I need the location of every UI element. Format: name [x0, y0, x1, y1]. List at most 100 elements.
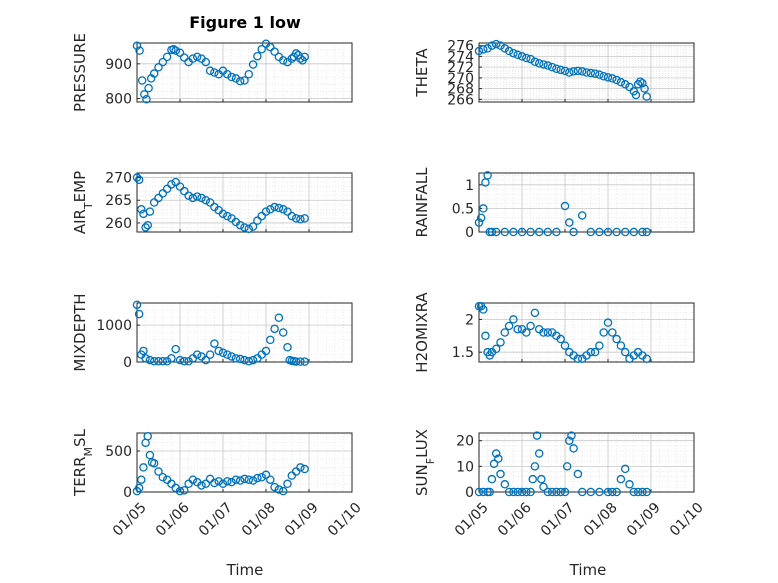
- data-point: [567, 431, 576, 440]
- data-point: [278, 56, 288, 65]
- y-tick-label: 274: [447, 49, 474, 65]
- axes-box: [478, 302, 695, 363]
- xlabel-right: Time: [569, 561, 607, 579]
- data-point: [595, 227, 604, 237]
- data-point: [565, 68, 574, 77]
- data-point: [214, 346, 223, 356]
- data-point: [218, 479, 228, 489]
- data-point: [253, 473, 262, 483]
- data-point: [296, 463, 305, 472]
- data-point: [483, 44, 492, 53]
- data-point: [603, 487, 613, 497]
- data-point: [132, 41, 142, 51]
- data-point: [590, 347, 600, 357]
- y-axis-label: MIXDEPTH: [71, 293, 89, 371]
- data-point: [142, 94, 151, 104]
- data-point: [522, 328, 531, 337]
- data-point: [586, 347, 596, 357]
- axes-box: [136, 172, 353, 233]
- data-point: [132, 173, 142, 182]
- data-point: [479, 487, 488, 497]
- data-point: [154, 467, 163, 476]
- data-point: [134, 309, 144, 319]
- data-point: [235, 220, 245, 230]
- data-point: [608, 74, 617, 83]
- y-tick-label: 260: [105, 216, 132, 232]
- data-point: [636, 77, 645, 86]
- data-point: [577, 487, 587, 497]
- data-point: [625, 82, 634, 92]
- data-point: [640, 84, 649, 93]
- y-tick-label: 1: [465, 178, 474, 194]
- data-point: [487, 41, 497, 50]
- data-point: [526, 227, 535, 237]
- data-point: [134, 483, 144, 493]
- data-point: [616, 341, 626, 350]
- data-point: [562, 462, 572, 471]
- data-point: [474, 46, 484, 56]
- data-point: [612, 334, 621, 344]
- data-point: [565, 218, 574, 227]
- data-point: [167, 354, 176, 363]
- data-point: [620, 80, 630, 89]
- data-point: [137, 205, 146, 214]
- data-point: [223, 69, 232, 79]
- data-point: [509, 487, 518, 497]
- data-point: [517, 227, 527, 237]
- data-point: [201, 57, 211, 67]
- data-point: [291, 214, 301, 223]
- data-point: [184, 191, 193, 200]
- data-point: [197, 481, 206, 490]
- data-point: [300, 464, 309, 474]
- data-point: [625, 480, 634, 489]
- data-point: [620, 464, 630, 474]
- data-point: [517, 487, 527, 497]
- data-point: [270, 202, 279, 212]
- data-point: [139, 463, 148, 472]
- data-point: [210, 339, 219, 348]
- data-point: [599, 72, 608, 81]
- data-point: [547, 487, 557, 497]
- data-point: [633, 487, 643, 497]
- data-point: [582, 68, 591, 77]
- data-point: [599, 328, 608, 337]
- data-point: [248, 476, 258, 485]
- data-point: [253, 51, 262, 61]
- y-tick-label: 270: [105, 171, 132, 187]
- data-point: [210, 68, 219, 77]
- data-point: [244, 224, 254, 234]
- data-point: [240, 76, 249, 85]
- data-point: [231, 475, 241, 484]
- axes-box: [136, 42, 353, 103]
- data-point: [496, 41, 505, 50]
- data-point: [158, 189, 168, 198]
- data-point: [154, 63, 163, 72]
- data-point: [201, 195, 211, 205]
- data-point: [201, 479, 211, 489]
- data-point: [197, 193, 206, 203]
- data-point: [266, 205, 275, 214]
- data-point: [629, 227, 639, 237]
- data-point: [504, 321, 514, 331]
- data-point: [500, 227, 510, 237]
- data-point: [266, 335, 275, 345]
- data-point: [257, 472, 266, 482]
- data-point: [491, 227, 501, 237]
- data-point: [569, 444, 578, 453]
- data-point: [205, 66, 215, 76]
- data-point: [547, 62, 557, 72]
- data-point: [144, 83, 153, 93]
- data-point: [556, 487, 565, 497]
- data-point: [253, 216, 262, 225]
- data-point: [274, 485, 284, 494]
- data-point: [188, 193, 198, 203]
- data-point: [244, 69, 254, 79]
- data-point: [530, 308, 540, 318]
- data-point: [149, 459, 159, 468]
- data-point: [296, 54, 305, 63]
- y-tick-label: 0: [123, 485, 132, 501]
- data-point: [629, 487, 639, 497]
- data-point: [137, 475, 146, 484]
- data-point: [642, 227, 651, 237]
